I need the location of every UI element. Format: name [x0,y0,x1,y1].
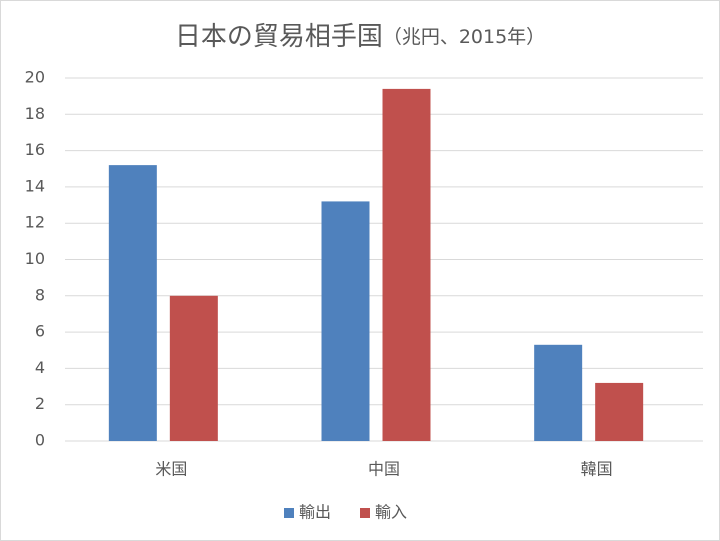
y-tick-label: 8 [35,285,45,304]
y-tick-label: 2 [35,394,45,413]
y-tick-label: 12 [25,213,45,232]
legend-swatch [360,508,370,518]
y-tick-label: 14 [25,176,45,195]
legend-label: 輸出 [299,503,331,522]
bar [108,165,157,441]
bar [321,201,370,441]
bar [169,295,218,441]
legend-swatch [284,508,294,518]
x-tick-label: 中国 [368,460,400,479]
y-tick-label: 6 [35,322,45,341]
chart-title: 日本の貿易相手国（兆円、2015年） [175,22,545,52]
title-main: 日本の貿易相手国 [175,22,383,52]
bar [595,382,644,441]
y-tick-label: 18 [25,104,45,123]
x-tick-label: 韓国 [581,460,613,479]
y-tick-label: 16 [25,140,45,159]
y-tick-label: 0 [35,431,45,450]
y-tick-label: 4 [35,358,45,377]
legend-label: 輸入 [375,503,407,522]
x-tick-label: 米国 [155,460,187,479]
title-note: （兆円、2015年） [383,26,545,48]
bar [534,344,583,441]
y-tick-label: 10 [25,249,45,268]
bar [382,88,431,441]
y-tick-label: 20 [25,68,45,87]
